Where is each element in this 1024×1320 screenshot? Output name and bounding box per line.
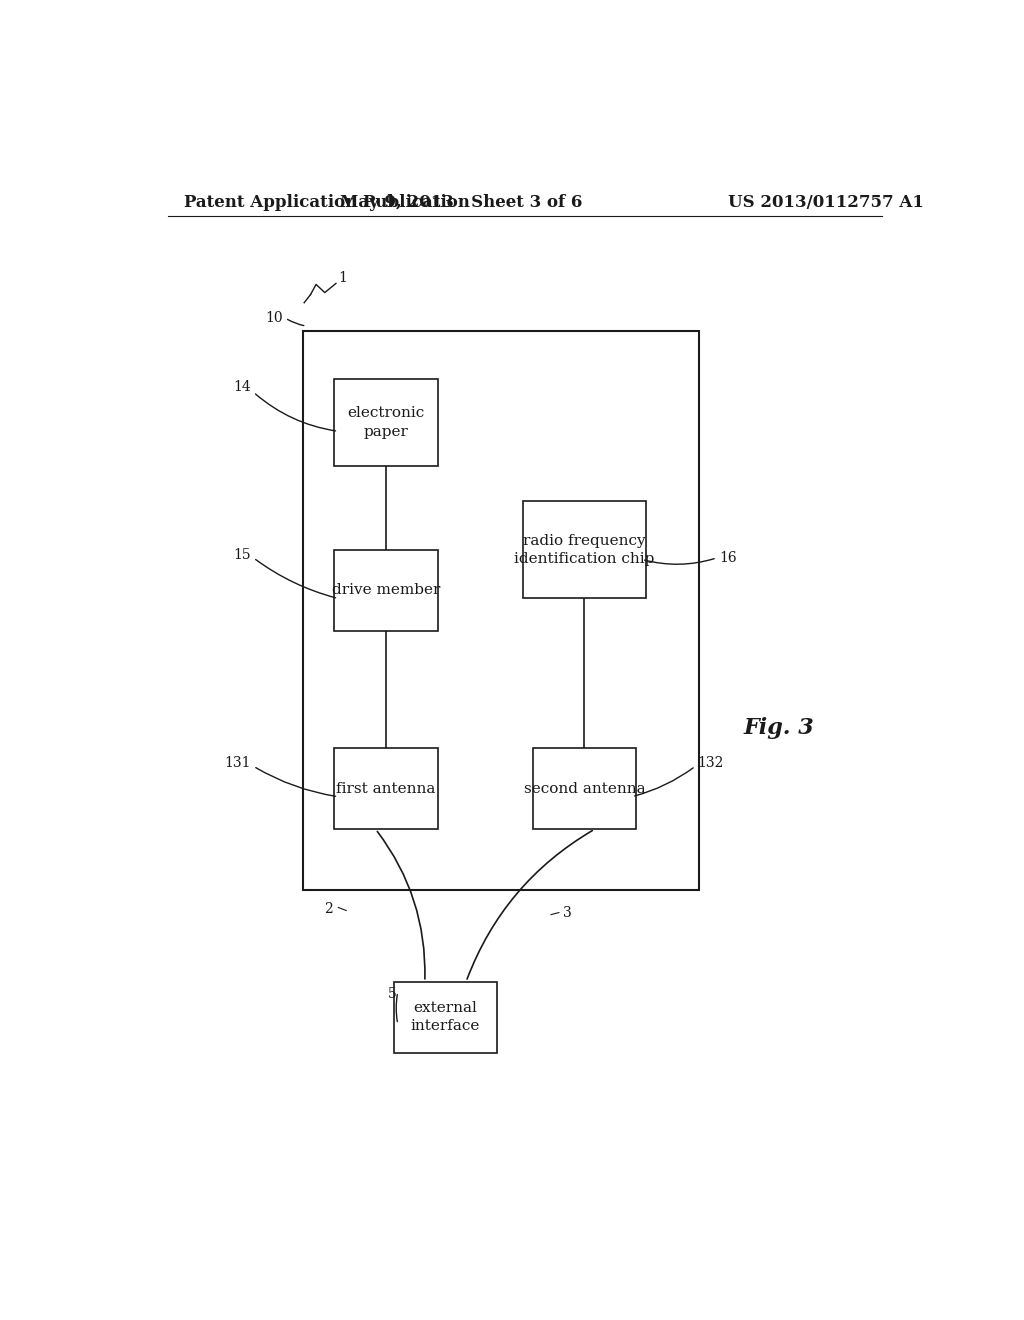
Text: first antenna: first antenna	[336, 781, 435, 796]
Text: May 9, 2013   Sheet 3 of 6: May 9, 2013 Sheet 3 of 6	[340, 194, 583, 211]
Bar	[303, 331, 699, 890]
Text: 132: 132	[697, 756, 724, 770]
Text: Fig. 3: Fig. 3	[743, 717, 814, 739]
Text: drive member: drive member	[332, 583, 440, 598]
Bar	[394, 982, 497, 1053]
Text: electronic
paper: electronic paper	[347, 407, 425, 438]
Text: 16: 16	[719, 550, 737, 565]
Text: second antenna: second antenna	[523, 781, 645, 796]
Text: 14: 14	[233, 380, 251, 395]
Text: 3: 3	[563, 906, 571, 920]
Bar	[523, 502, 646, 598]
Text: 15: 15	[233, 548, 251, 562]
Bar	[334, 549, 437, 631]
Text: Patent Application Publication: Patent Application Publication	[183, 194, 469, 211]
Text: 131: 131	[224, 756, 251, 770]
Text: US 2013/0112757 A1: US 2013/0112757 A1	[728, 194, 925, 211]
Bar	[334, 748, 437, 829]
Bar	[334, 379, 437, 466]
Text: 10: 10	[265, 312, 283, 325]
Bar	[532, 748, 636, 829]
Text: 1: 1	[338, 272, 347, 285]
Text: 2: 2	[324, 902, 333, 916]
Text: 5: 5	[387, 987, 396, 1001]
Text: radio frequency
identification chip: radio frequency identification chip	[514, 533, 654, 566]
Text: external
interface: external interface	[411, 1001, 480, 1034]
